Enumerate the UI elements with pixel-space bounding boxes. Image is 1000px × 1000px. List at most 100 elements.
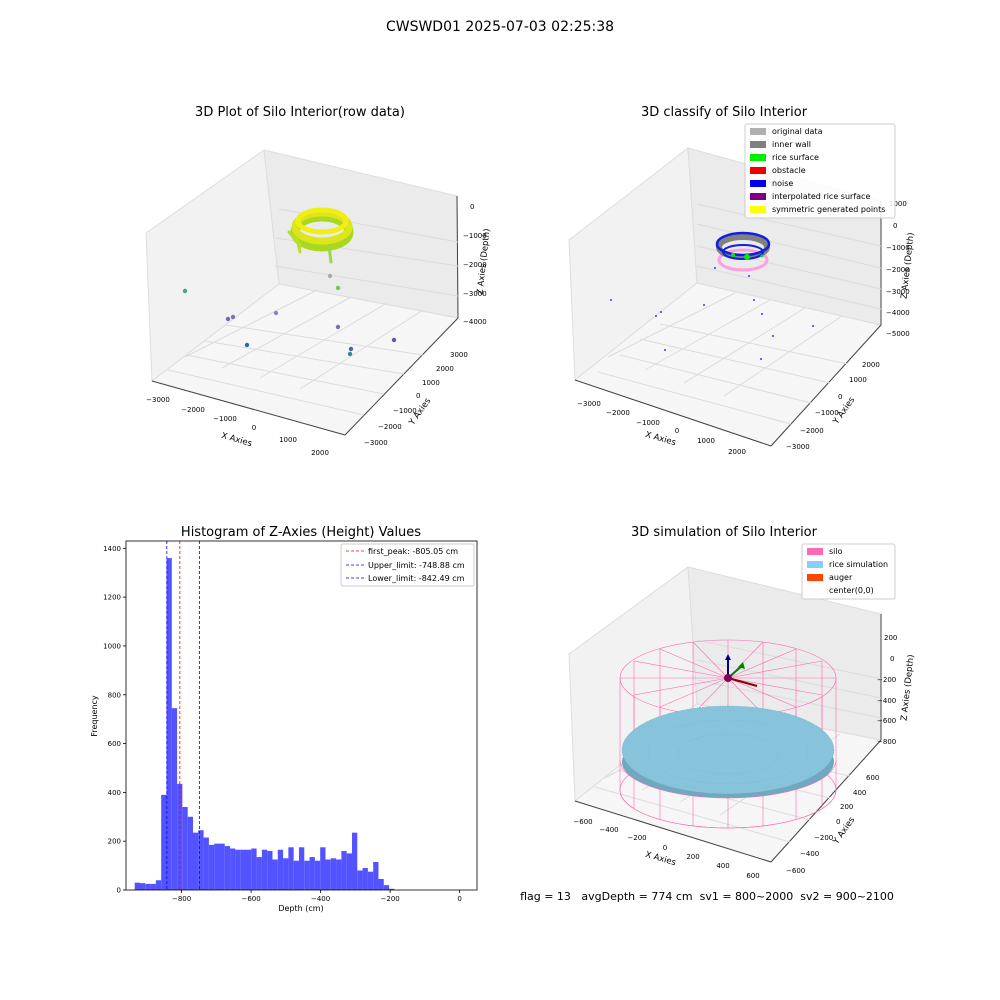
hist-bar	[145, 883, 151, 890]
sim-ztick: −600	[877, 717, 896, 725]
sim-xtick: 0	[663, 844, 667, 852]
hist-bars	[134, 558, 395, 890]
panel-classify: 3D classify of Silo Interior −3000 −2000…	[568, 105, 917, 456]
rice-surface	[621, 705, 835, 798]
raw-ytick: 2000	[436, 365, 454, 373]
raw-xlabel: X Axies	[220, 431, 253, 449]
classify-xtick: −1000	[636, 419, 660, 427]
classify-legend-label: symmetric generated points	[772, 205, 885, 214]
hist-bar	[298, 847, 305, 890]
classify-legend-label: interpolated rice surface	[772, 192, 870, 201]
hist-legend-label: first_peak: -805.05 cm	[368, 547, 458, 556]
raw-outlier-points	[182, 273, 397, 357]
hist-bar	[235, 849, 241, 890]
panel-simulation-title: 3D simulation of Silo Interior	[631, 525, 818, 540]
classify-ztick: −2000	[886, 266, 910, 274]
sim-ytick: −400	[800, 850, 819, 858]
simulation-y-ticks: −600 −400 −200 0 200 400 600	[786, 774, 879, 875]
raw-xtick: 1000	[279, 436, 297, 444]
hist-bar	[198, 830, 204, 890]
hist-bar	[325, 859, 331, 890]
legend-swatch	[807, 548, 823, 555]
hist-ytick-label: 0	[117, 887, 121, 895]
hist-bar	[219, 843, 225, 890]
hist-ytick-label: 1000	[103, 642, 121, 650]
panel-simulation: 3D simulation of Silo Interior −600 −400…	[520, 525, 916, 903]
legend-swatch	[807, 587, 823, 594]
raw-silo-ring	[287, 207, 354, 264]
legend-swatch	[807, 574, 823, 581]
classify-y-ticks: −3000 −2000 −1000 0 1000 2000	[786, 361, 880, 451]
hist-bar	[150, 883, 156, 890]
panel-classify-title: 3D classify of Silo Interior	[641, 105, 808, 120]
sim-xtick: −200	[627, 834, 646, 842]
sim-xtick: −400	[599, 826, 618, 834]
classify-legend-label: inner wall	[772, 140, 811, 149]
hist-bar	[288, 847, 294, 890]
classify-xtick: −2000	[606, 409, 630, 417]
raw-xtick: 2000	[311, 449, 329, 457]
legend-swatch	[750, 167, 766, 174]
sim-ytick: −600	[786, 867, 805, 875]
hist-axes-frame	[125, 540, 478, 891]
simulation-legend-label: silo	[829, 547, 843, 556]
hist-bar	[336, 859, 342, 890]
sim-ztick: 200	[884, 634, 897, 642]
classify-z-ticks: −5000 −4000 −3000 −2000 −1000 0 1000	[886, 200, 910, 338]
classify-zlabel: Z Axies (Depth)	[900, 232, 917, 299]
hist-bar	[230, 848, 236, 890]
sim-ytick: 600	[866, 774, 879, 782]
classify-ztick: −3000	[886, 288, 910, 296]
sim-xtick: −600	[573, 818, 592, 826]
legend-swatch	[807, 561, 823, 568]
hist-bar	[187, 816, 193, 890]
classify-xlabel: X Axies	[644, 430, 677, 448]
classify-xtick: −3000	[577, 400, 601, 408]
raw-ytick: 3000	[450, 351, 468, 359]
hist-bar	[357, 870, 363, 890]
hist-ytick-label: 1400	[103, 545, 121, 553]
hist-bar	[171, 708, 178, 890]
hist-legend-label: Upper_limit: -748.88 cm	[368, 561, 465, 570]
sim-ztick: −800	[877, 738, 896, 746]
classify-ytick: 1000	[849, 376, 867, 384]
raw-ytick: 0	[416, 392, 420, 400]
raw-ytick: −1000	[393, 407, 417, 415]
legend-swatch	[750, 141, 766, 148]
hist-bar	[155, 880, 162, 890]
panel-raw: 3D Plot of Silo Interior(row data) −3000…	[145, 105, 492, 457]
hist-bar	[256, 857, 262, 890]
sim-ytick: 200	[840, 803, 853, 811]
hist-bar	[166, 558, 172, 890]
hist-legend-label: Lower_limit: -842.49 cm	[368, 574, 465, 583]
hist-bar	[341, 850, 347, 890]
hist-bar	[161, 794, 167, 890]
hist-bar	[330, 858, 337, 890]
classify-ztick: −4000	[886, 309, 910, 317]
simulation-zlabel: Z Axies (Depth)	[900, 654, 917, 721]
hist-xtick-label: 0	[457, 895, 461, 903]
hist-bar	[293, 860, 299, 890]
classify-xtick: 2000	[728, 448, 746, 456]
simulation-legend: silo rice simulation auger center(0,0)	[801, 543, 896, 600]
raw-x-ticks: −3000 −2000 −1000 0 1000 2000	[146, 396, 329, 457]
hist-bar	[267, 850, 273, 890]
sim-ztick: −200	[877, 676, 896, 684]
raw-ztick: −2000	[463, 261, 487, 269]
classify-xtick: 0	[675, 427, 679, 435]
hist-bar	[208, 844, 215, 890]
raw-xtick: −2000	[181, 406, 205, 414]
raw-ytick: −2000	[378, 423, 402, 431]
hist-vlines	[166, 541, 200, 890]
hist-bar	[245, 849, 252, 890]
sim-ztick: −400	[877, 697, 896, 705]
hist-title: Histogram of Z-Axies (Height) Values	[181, 525, 421, 540]
classify-ztick: 1000	[889, 200, 907, 208]
sim-xtick: 400	[716, 862, 729, 870]
sim-xtick: 200	[686, 853, 699, 861]
raw-ytick: 1000	[422, 379, 440, 387]
hist-xtick-label: −200	[381, 895, 400, 903]
hist-bar	[214, 843, 220, 890]
hist-ytick-label: 600	[108, 740, 121, 748]
